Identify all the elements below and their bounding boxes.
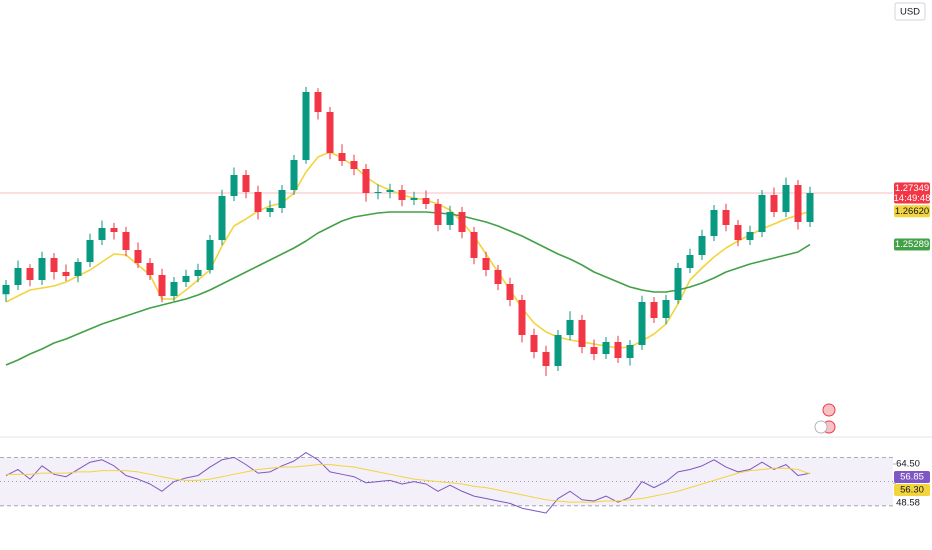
event-icon[interactable] — [822, 403, 836, 417]
candle-body — [338, 153, 346, 161]
candle-body — [482, 258, 490, 270]
candle-body — [290, 160, 298, 190]
candle-body — [686, 255, 694, 268]
candle-body — [794, 185, 802, 222]
candle-body — [650, 302, 658, 318]
candle-body — [158, 275, 166, 296]
candle-body — [590, 347, 598, 354]
candle-body — [110, 228, 118, 232]
candle-body — [554, 335, 562, 366]
candle-body — [242, 175, 250, 192]
candle-body — [446, 212, 454, 225]
candle-body — [746, 232, 754, 240]
rsi-ma-line — [6, 464, 811, 503]
candle-body — [638, 302, 646, 345]
price-tag-label: 56.85 — [900, 472, 924, 483]
candle-body — [494, 270, 502, 284]
candle-body — [14, 268, 22, 285]
candle-body — [578, 320, 586, 347]
rsi-band-fill — [0, 457, 893, 506]
candle-body — [266, 208, 274, 212]
price-tag — [894, 182, 930, 204]
price-tag-label: 1.25289 — [895, 239, 929, 250]
candle-body — [674, 268, 682, 300]
candle-body — [122, 232, 130, 250]
candle-body — [2, 285, 10, 295]
candle-body — [146, 263, 154, 275]
candle-body — [518, 300, 526, 335]
price-tag-label: 48.58 — [896, 498, 920, 509]
candle-body — [134, 250, 142, 263]
candle-body — [698, 236, 706, 255]
candle-body — [374, 192, 382, 193]
candle-body — [182, 276, 190, 282]
candle-body — [362, 169, 370, 193]
candle-body — [350, 161, 358, 169]
price-tag-label: 14:49:48 — [894, 193, 931, 204]
candle-body — [614, 342, 622, 358]
candle-body — [758, 195, 766, 232]
candle-body — [74, 262, 82, 276]
candle-body — [218, 196, 226, 240]
currency-label: USD — [900, 7, 920, 18]
candle-body — [602, 342, 610, 354]
rsi-line — [5, 452, 811, 514]
candle-body — [806, 193, 814, 222]
price-tag — [894, 484, 930, 497]
candle-body — [278, 190, 286, 208]
price-tag-label: 1.26620 — [895, 206, 929, 217]
candle-body — [722, 210, 730, 225]
candle-body — [302, 92, 310, 160]
candle-body — [410, 198, 418, 200]
price-tag — [894, 205, 930, 218]
candle-body — [566, 320, 574, 335]
candle-body — [194, 270, 202, 276]
price-tag-label: 56.30 — [900, 485, 924, 496]
candle-body — [98, 228, 106, 240]
candle-body — [50, 258, 58, 272]
candle-body — [734, 225, 742, 240]
price-tag-label: 64.50 — [896, 459, 920, 470]
moving-average — [5, 151, 811, 349]
candle-body — [170, 282, 178, 296]
candle-body — [38, 258, 46, 280]
candle-body — [662, 300, 670, 318]
candle-body — [782, 185, 790, 212]
candle-body — [434, 204, 442, 225]
price-tag — [894, 471, 930, 484]
candle-body — [710, 210, 718, 236]
candle-body — [62, 272, 70, 276]
candle-body — [458, 212, 466, 232]
candle-body — [386, 190, 394, 192]
candle-body — [254, 192, 262, 212]
candle-body — [770, 195, 778, 212]
event-icon[interactable] — [814, 420, 828, 434]
candle-body — [326, 112, 334, 153]
candle-body — [314, 92, 322, 112]
currency-box[interactable] — [894, 2, 926, 21]
candle-body — [530, 335, 538, 352]
candle-body — [206, 240, 214, 270]
candle-body — [398, 190, 406, 200]
price-tag — [894, 238, 930, 251]
candle-body — [470, 232, 478, 258]
candle-body — [422, 198, 430, 204]
candle-body — [230, 175, 238, 196]
candle-body — [542, 352, 550, 366]
candle-body — [26, 268, 34, 280]
candle-body — [506, 284, 514, 300]
price-tag-label: 1.27349 — [895, 183, 929, 194]
candle-body — [86, 240, 94, 262]
candle-body — [626, 345, 634, 358]
